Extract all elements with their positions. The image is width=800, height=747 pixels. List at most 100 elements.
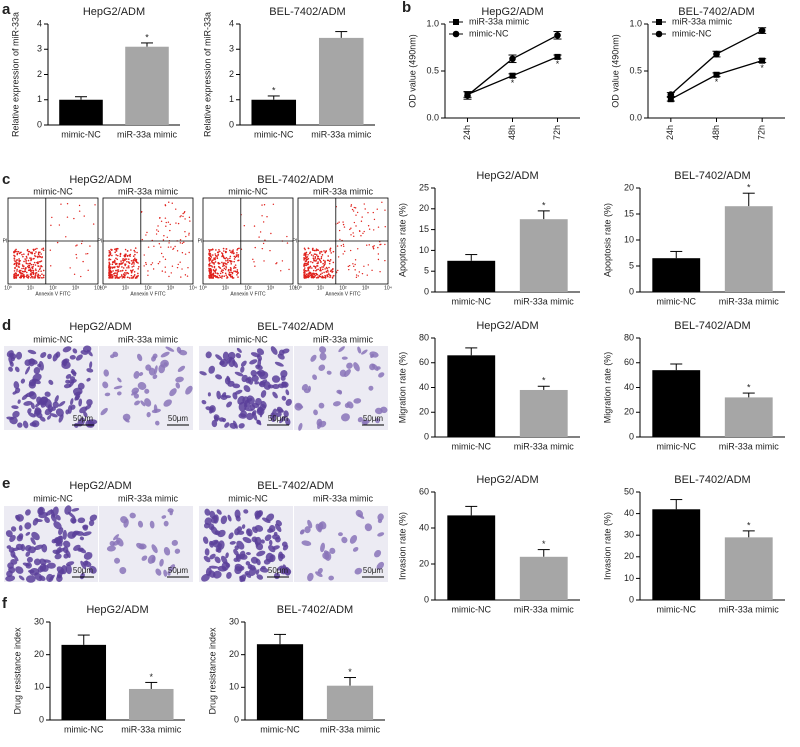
flow-dot — [116, 276, 119, 279]
flow-dot — [143, 265, 145, 267]
stained-cell — [30, 402, 35, 410]
flow-dot — [231, 276, 234, 279]
condition-label: miR-33a mimic — [313, 186, 374, 196]
flow-dot — [352, 232, 354, 234]
stained-cell — [50, 513, 57, 522]
flow-dot — [310, 261, 312, 263]
flow-dot — [243, 225, 246, 227]
stained-cell — [155, 568, 162, 576]
flow-dot — [326, 275, 329, 277]
flow-dot — [28, 266, 31, 269]
flow-dot — [221, 271, 224, 274]
stained-cell — [251, 374, 259, 382]
stained-cell — [205, 351, 212, 359]
flow-dot — [236, 270, 239, 273]
flow-dot — [145, 263, 147, 266]
flow-dot — [18, 252, 21, 255]
flow-dot — [322, 268, 324, 271]
flow-dot — [209, 262, 211, 264]
stained-cell — [100, 407, 108, 416]
flow-dot — [108, 270, 111, 273]
micrograph: 50μm — [99, 346, 193, 430]
flow-dot — [21, 275, 24, 278]
stained-cell — [276, 406, 284, 413]
flow-dot — [315, 248, 318, 250]
stained-cell — [320, 542, 325, 553]
flow-x-label: Annexin V FITC — [35, 291, 71, 297]
flow-dot — [121, 266, 123, 268]
stained-cell — [228, 357, 236, 368]
flow-dot — [27, 250, 30, 253]
flow-dot — [330, 252, 333, 254]
y-axis-label: Apoptosis rate (%) — [602, 203, 612, 277]
significance: * — [272, 85, 276, 95]
micrograph: 50μm — [4, 345, 98, 430]
flow-dot — [224, 268, 227, 271]
flow-dot — [124, 254, 127, 257]
flow-dot — [224, 257, 227, 260]
stained-cell — [64, 505, 72, 515]
flow-dot — [376, 208, 378, 210]
flow-dot — [315, 259, 318, 261]
stained-cell — [343, 369, 351, 377]
flow-dot — [27, 262, 29, 265]
flow-dot — [219, 267, 222, 269]
flow-dot — [210, 249, 213, 251]
flow-dot — [38, 268, 41, 271]
flow-dot — [339, 238, 341, 241]
stained-cell — [58, 401, 66, 407]
flow-dot — [129, 255, 131, 257]
y-axis-label: OD value (490nm) — [610, 34, 620, 108]
y-tick-label: 0 — [229, 119, 234, 129]
flow-dot — [133, 261, 135, 264]
stained-cell — [171, 539, 178, 546]
flow-dot — [319, 252, 321, 255]
panel-letter: a — [2, 1, 11, 18]
flow-dot — [65, 236, 67, 238]
flow-dot — [208, 256, 210, 259]
flow-dot — [324, 268, 326, 270]
stained-cell — [138, 372, 144, 377]
flow-dot — [232, 249, 234, 251]
flow-dot — [35, 251, 37, 253]
flow-dot — [182, 215, 184, 218]
stained-cell — [89, 514, 98, 522]
flow-dot — [179, 216, 181, 218]
flow-dot — [114, 263, 117, 266]
flow-dot — [320, 250, 323, 253]
flow-dot — [316, 262, 318, 265]
flow-dot — [22, 276, 25, 278]
stained-cell — [226, 375, 231, 383]
flow-dot — [305, 270, 308, 272]
flow-dot — [117, 270, 120, 273]
flow-dot — [354, 269, 356, 271]
stained-cell — [36, 412, 43, 419]
stained-cell — [106, 545, 116, 552]
flow-dot — [371, 269, 373, 272]
flow-tick: 10³ — [72, 285, 80, 291]
flow-dot — [40, 265, 42, 267]
flow-dot — [18, 258, 20, 260]
stained-cell — [259, 379, 268, 386]
flow-dot — [34, 275, 36, 278]
flow-dot — [145, 261, 147, 264]
x-tick-label: miR-33a mimic — [514, 441, 575, 451]
y-tick-label: 20 — [419, 558, 429, 568]
y-tick-label: 2 — [37, 69, 42, 79]
y-tick-label: 0 — [424, 594, 429, 604]
flow-dot — [116, 273, 119, 275]
flow-dot — [112, 270, 114, 272]
flow-dot — [314, 257, 317, 259]
stained-cell — [5, 530, 13, 538]
bar — [519, 389, 568, 437]
flow-dot — [151, 262, 154, 264]
stained-cell — [315, 571, 323, 577]
y-tick-label: 0.5 — [426, 65, 439, 75]
stained-cell — [204, 508, 211, 516]
stained-cell — [68, 380, 75, 388]
flow-dot — [37, 251, 40, 254]
flow-dot — [115, 254, 118, 256]
flow-dot — [185, 235, 187, 238]
flow-dot — [115, 249, 117, 252]
stained-cell — [217, 529, 226, 538]
